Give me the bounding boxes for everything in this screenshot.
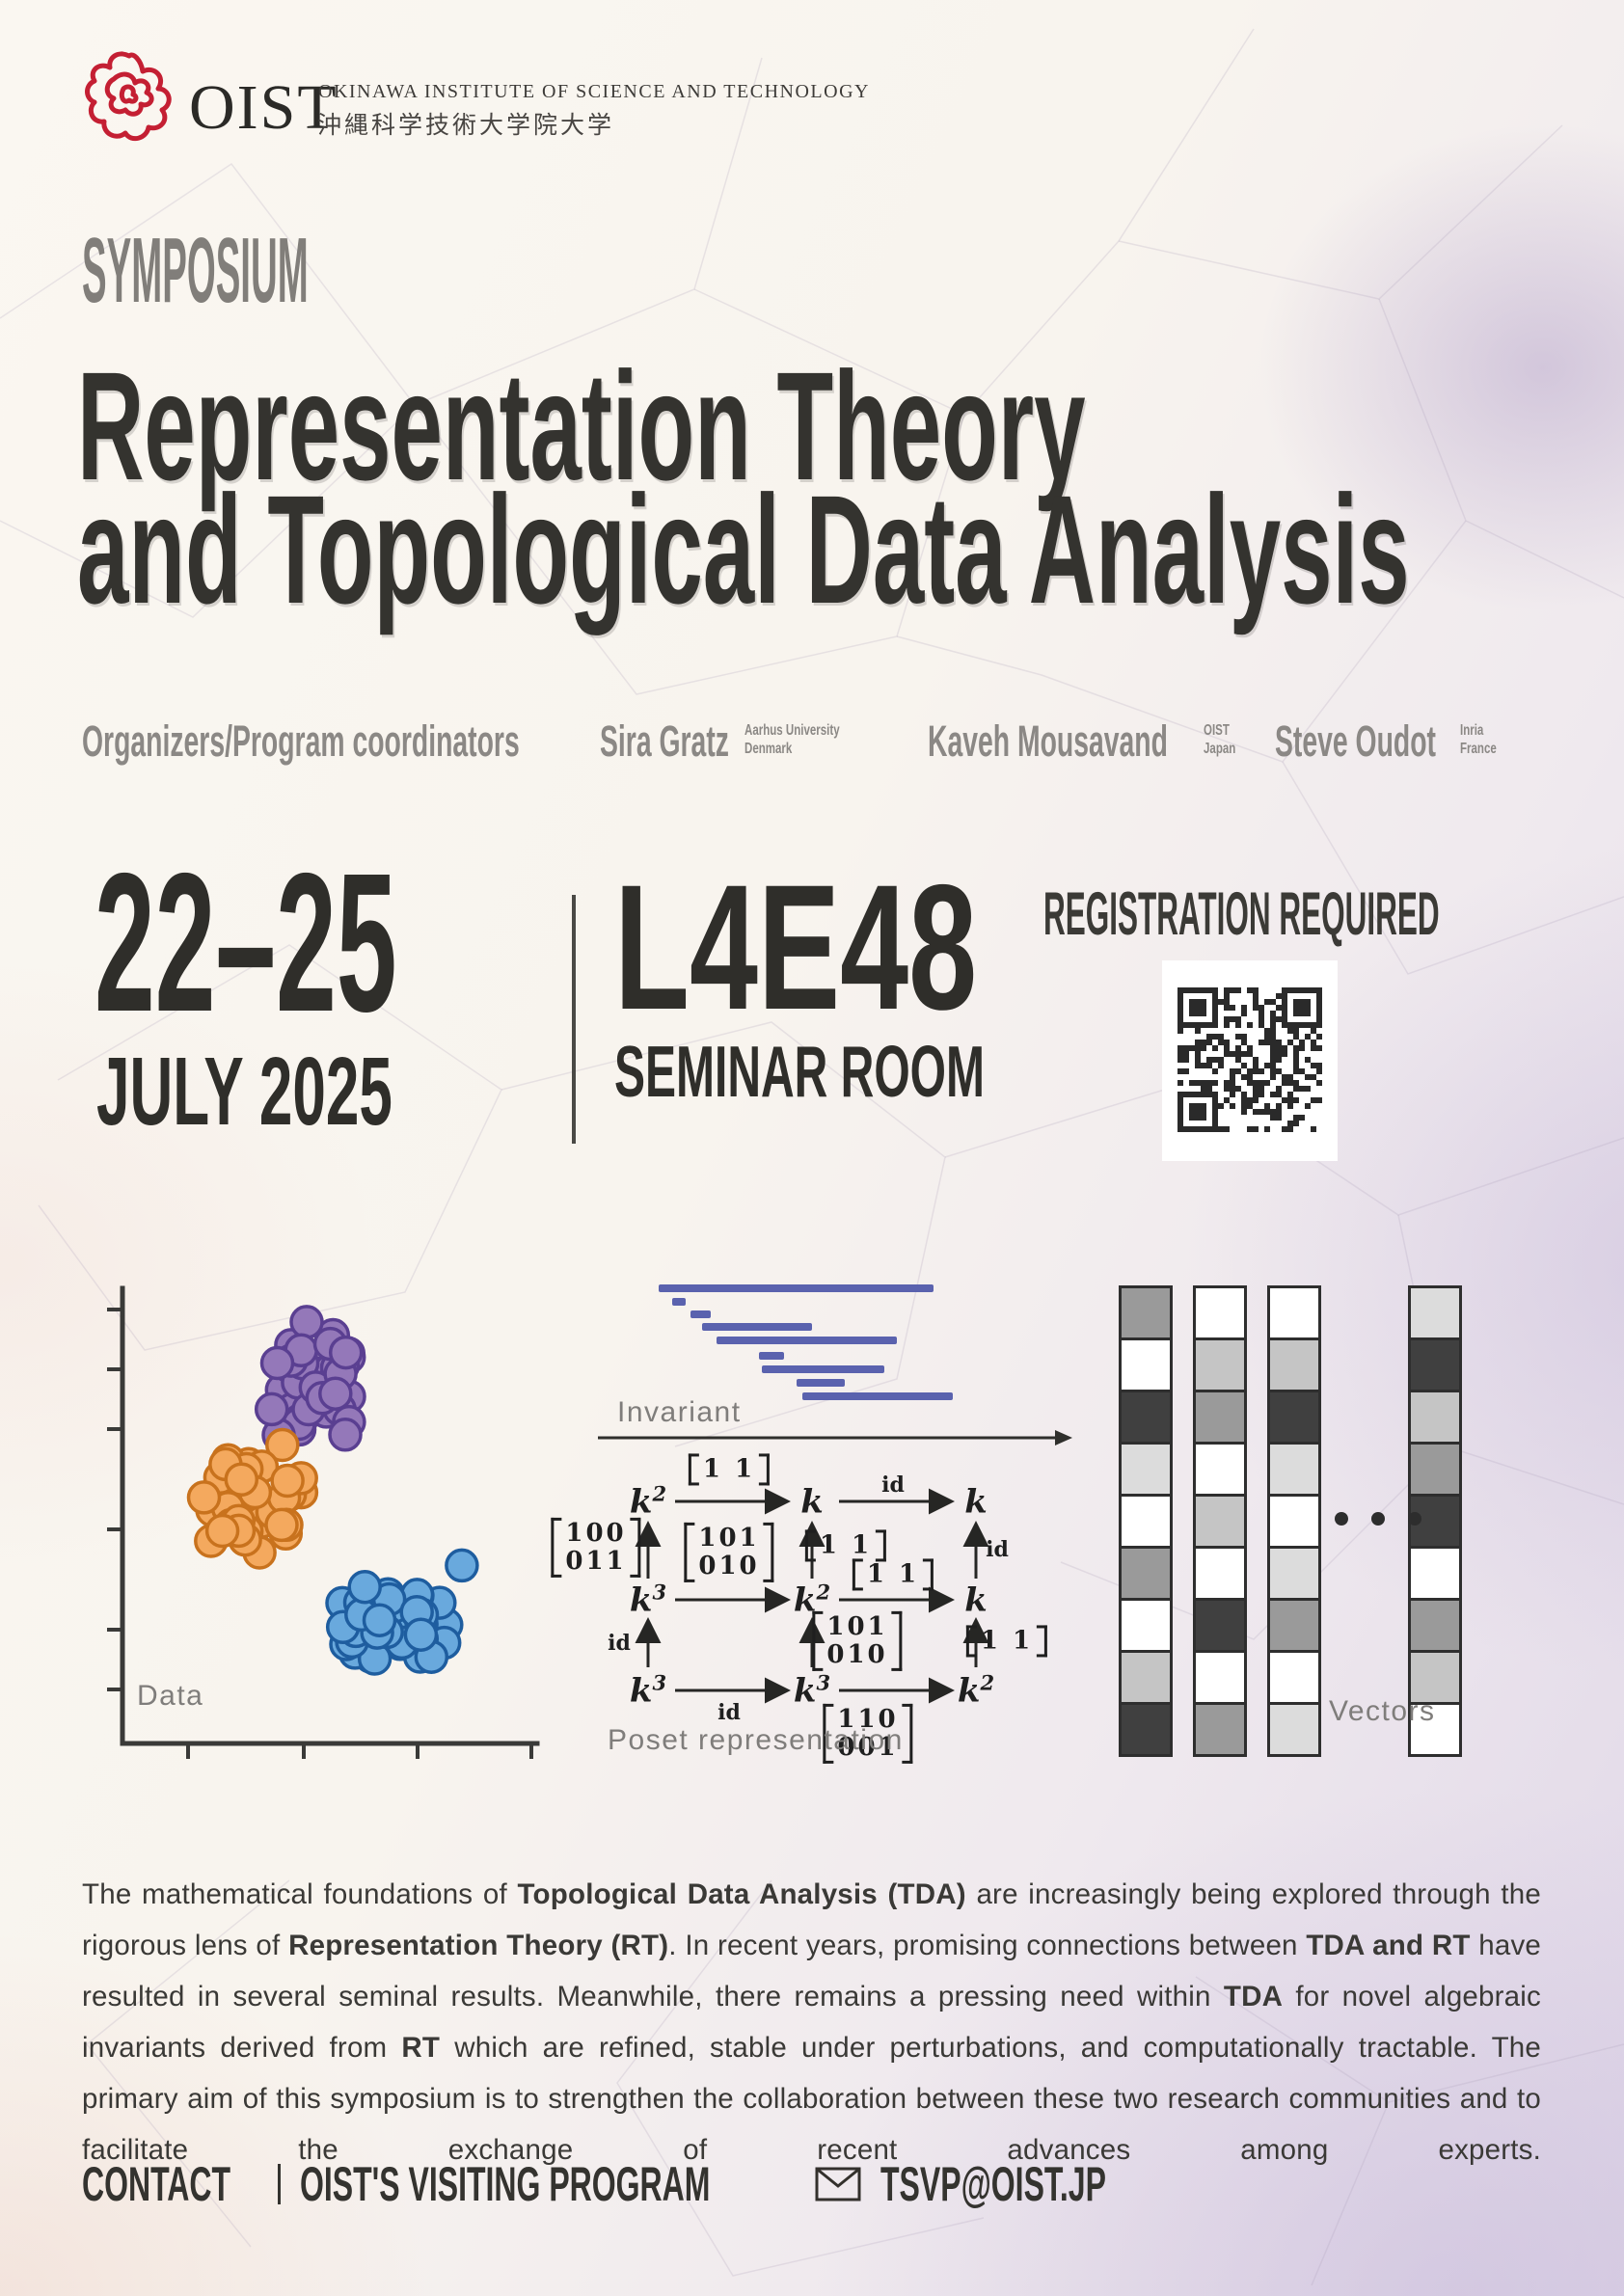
registration-heading: REGISTRATION REQUIRED (1043, 880, 1440, 948)
matrix-label: 101 010 (812, 1610, 903, 1672)
person-country: Japan (1204, 741, 1236, 758)
organizer-steve-oudot: Steve Oudot Inria France (1275, 719, 1511, 763)
poset-node: k2 (629, 1481, 667, 1522)
matrix-label: 1 1 (852, 1558, 934, 1591)
poset-node: k2 (793, 1580, 831, 1620)
poset-node: k (800, 1482, 824, 1522)
vector-column (1119, 1285, 1173, 1757)
person-affiliation: Aarhus University (744, 722, 840, 739)
id-label: id (881, 1472, 905, 1498)
oist-logo-mark (85, 51, 172, 142)
poset-node: k2 (957, 1670, 995, 1711)
poset-caption: Poset representation (608, 1724, 904, 1756)
data-label: Data (137, 1680, 204, 1712)
person-affiliation: Inria (1460, 722, 1484, 739)
poset-node: k (964, 1580, 988, 1620)
person-country: France (1460, 741, 1497, 758)
matrix-label: 1 1 (965, 1625, 1048, 1658)
id-label: id (608, 1631, 631, 1656)
vector-column (1193, 1285, 1247, 1757)
scatter-points (186, 1305, 479, 1676)
room-code: L4E48 (614, 849, 978, 1047)
email-icon (815, 2167, 861, 2201)
vector-column (1267, 1285, 1321, 1757)
poset-diagram: k2 k k k3 k2 k k3 k3 k2 1 1 id 101 010 1 … (551, 1448, 1048, 1771)
matrix-label: 1 1 (804, 1529, 887, 1562)
poset-node: k3 (793, 1670, 831, 1711)
title-line-2: and Topological Data Analysis (77, 463, 1410, 635)
person-name: Steve Oudot (1275, 716, 1436, 766)
matrix-label: 1 1 (688, 1453, 771, 1486)
person-name: Sira Gratz (600, 716, 729, 766)
contact-bar: CONTACT OIST'S VISITING PROGRAM TSVP@OIS… (82, 2160, 1233, 2208)
title-line-1: Representation Theory (77, 339, 1086, 512)
room-type: SEMINAR ROOM (614, 1031, 985, 1112)
id-label: id (717, 1700, 741, 1725)
org-name-jp: 沖縄科学技術大学院大学 (317, 113, 615, 139)
contact-label: CONTACT (82, 2157, 231, 2211)
organizer-kaveh-mousavand: Kaveh Mousavand OIST Japan (928, 719, 1248, 763)
person-country: Denmark (744, 741, 792, 758)
poset-node: k3 (629, 1670, 667, 1711)
brand-text: OIST (189, 72, 338, 143)
poset-node: k (964, 1482, 988, 1522)
email-address: TSVP@OIST.JP (880, 2157, 1107, 2211)
invariant-arrow (598, 1430, 1072, 1445)
matrix-label: 110 001 (823, 1703, 913, 1765)
person-affiliation: OIST (1204, 722, 1231, 739)
event-dates: 22–25 (95, 832, 397, 1053)
event-month-year: JULY 2025 (96, 1038, 392, 1146)
invariant-label: Invariant (617, 1396, 742, 1428)
description-paragraph: The mathematical foundations of Topologi… (82, 1877, 1542, 2166)
organizers-label: Organizers/Program coordinators (82, 716, 520, 766)
poset-arrows (635, 1488, 989, 1704)
date-room-divider (572, 895, 576, 1144)
ellipsis-dots (1335, 1512, 1421, 1526)
id-label: id (986, 1537, 1009, 1562)
org-name-en: OKINAWA INSTITUTE OF SCIENCE AND TECHNOL… (318, 81, 870, 102)
vectors-label: Vectors (1329, 1695, 1436, 1727)
matrix-label: 101 010 (684, 1522, 774, 1583)
scatter-plot (107, 1285, 540, 1759)
program-name: OIST'S VISITING PROGRAM (299, 2157, 711, 2211)
kicker: SYMPOSIUM (82, 219, 309, 322)
matrix-label: 100 011 (551, 1517, 641, 1579)
qr-code (1162, 960, 1338, 1161)
poset-node: k3 (629, 1580, 667, 1620)
contact-divider (277, 2164, 281, 2204)
person-name: Kaveh Mousavand (928, 716, 1168, 766)
organizer-sira-gratz: Sira Gratz Aarhus University Denmark (600, 719, 877, 763)
